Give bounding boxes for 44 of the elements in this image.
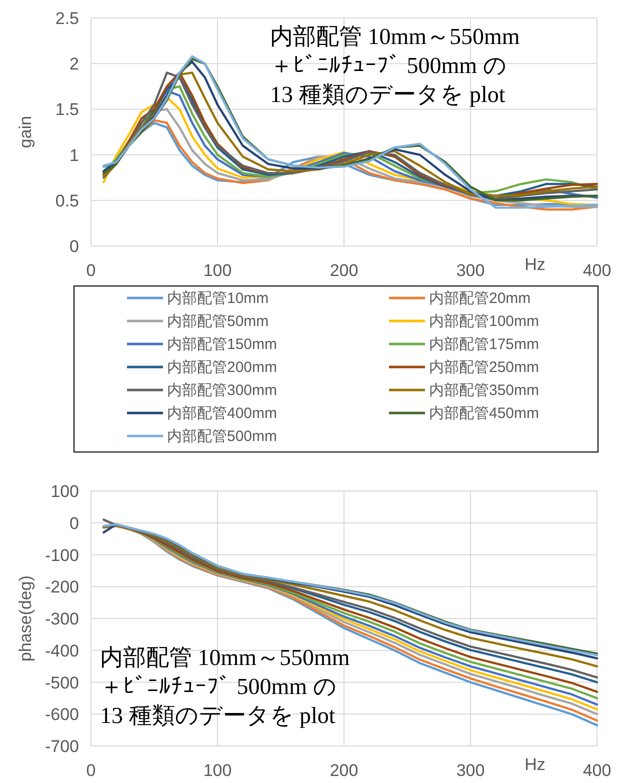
y-tick-label: 0 (70, 237, 79, 256)
y-tick-label: -300 (44, 610, 79, 628)
x-tick-label: 300 (456, 761, 485, 780)
legend-label: 内部配管350mm (429, 382, 540, 399)
y-tick-label: 1 (70, 146, 79, 165)
y-tick-label: 2 (70, 54, 79, 74)
x-tick-label: 100 (203, 761, 232, 780)
y-tick-label: -100 (44, 546, 79, 565)
x-tick-label: 100 (203, 261, 232, 280)
annotation: 内部配管 10mm～550mm ＋ﾋﾞﾆﾙﾁｭｰﾌﾞ 500mm の 13 種類のデータを plot (270, 24, 520, 107)
legend-label: 内部配管10mm (167, 290, 269, 307)
legend-label: 内部配管500mm (167, 428, 278, 445)
legend-label: 内部配管150mm (167, 336, 278, 353)
annotation: 内部配管 10mm～550mm ＋ﾋﾞﾆﾙﾁｭｰﾌﾞ 500mm の 13 種類のデータを plot (100, 645, 350, 728)
legend-label: 内部配管50mm (167, 313, 269, 330)
legend-label: 内部配管175mm (429, 336, 540, 353)
x-tick-label: 400 (582, 761, 612, 780)
legend-label: 内部配管300mm (167, 382, 278, 399)
y-tick-label: -400 (44, 641, 79, 660)
x-tick-label: 0 (86, 761, 96, 780)
y-tick-label: 100 (50, 482, 79, 501)
legend-label: 内部配管100mm (429, 313, 540, 330)
y-axis-title: phase(deg) (16, 575, 35, 662)
y-axis-title: gain (16, 116, 35, 148)
x-axis-title: Hz (524, 255, 546, 274)
legend-label: 内部配管200mm (167, 359, 278, 376)
legend-label: 内部配管250mm (429, 359, 540, 376)
y-tick-label: 0.5 (55, 191, 79, 210)
x-axis-title: Hz (524, 755, 546, 774)
legend-label: 内部配管450mm (429, 405, 540, 422)
x-tick-label: 400 (582, 261, 612, 280)
x-tick-label: 0 (86, 261, 96, 280)
y-tick-label: 0 (70, 514, 79, 533)
x-tick-label: 200 (330, 261, 358, 280)
legend-label: 内部配管400mm (167, 405, 278, 422)
x-tick-label: 300 (456, 261, 485, 280)
legend-label: 内部配管20mm (429, 290, 531, 307)
y-tick-label: 1.5 (55, 100, 79, 120)
y-tick-label: -500 (44, 673, 79, 692)
y-tick-label: 2.5 (55, 9, 79, 28)
y-tick-label: -200 (44, 578, 79, 597)
x-tick-label: 200 (330, 761, 358, 780)
y-tick-label: -700 (44, 737, 79, 756)
y-tick-label: -600 (44, 705, 79, 724)
